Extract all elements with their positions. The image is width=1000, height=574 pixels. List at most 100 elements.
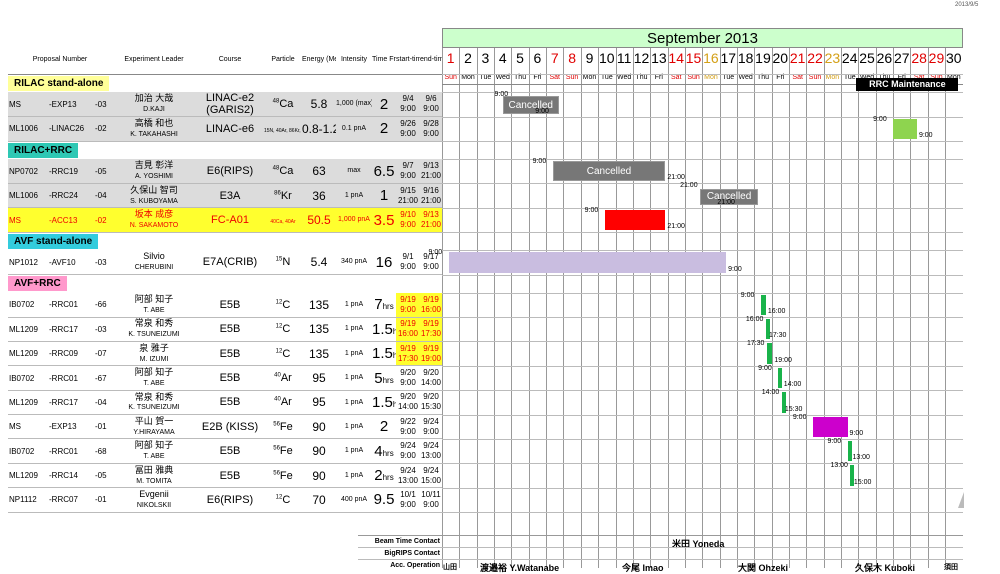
day-number: 6 [533, 50, 542, 66]
intensity: 340 pnA [336, 250, 372, 276]
end-time-label: 13:00 [852, 454, 870, 462]
time-frame: 16 [372, 250, 396, 276]
row-line [442, 116, 963, 118]
experiment-leader: 坂本 成彦 N. SAKAMOTO [112, 207, 196, 233]
acc-op-last: 須田 [944, 564, 958, 571]
time-frame: 5hrs [372, 365, 396, 391]
time-frame: 1.5hrs [372, 390, 396, 416]
energy: 95 [302, 365, 336, 391]
start-time: 9/19 17:30 [396, 341, 420, 367]
proposal-sub: -RRC17 [48, 390, 94, 416]
table-row: ML1209 -RRC17 -04 常泉 和秀 K. TSUNEIZUMI E5B 40Ar… [8, 390, 442, 416]
table-row: MS -ACC13 -02 坂本 成彦 N. SAKAMOTO FC-A01 40Ca, 4… [8, 207, 442, 233]
end-time: 9/24 13:00 [420, 438, 442, 464]
proposal-sub: -RRC07 [48, 487, 94, 513]
proposal-id: ML1209 [8, 463, 48, 489]
start-time: 10/1 9:00 [396, 487, 420, 513]
start-time: 9/19 9:00 [396, 292, 420, 318]
end-time-label: 9:00 [728, 265, 742, 273]
day-name: Tue [600, 74, 613, 81]
intensity: 0.1 pnA [336, 116, 372, 142]
table-row: NP1012 -AVF10 -03 Silvio CHERUBINI E7A(CRIB) 1… [8, 250, 442, 276]
start-time-label: 9:00 [827, 437, 842, 445]
proposal-id: IB0702 [8, 292, 48, 318]
proposal-num: -01 [94, 414, 112, 440]
day-name: Sat [670, 74, 682, 81]
proposal-id: MS [8, 207, 48, 233]
day-number: 1 [446, 50, 455, 66]
end-time: 9/24 9:00 [420, 414, 442, 440]
start-time-label: 9:00 [584, 206, 599, 214]
beam-bar [812, 416, 848, 437]
course: LINAC-e2 (GARIS2) [196, 92, 264, 118]
proposal-num: -02 [94, 116, 112, 142]
row-line [442, 414, 963, 416]
day-name: Sat [910, 74, 927, 81]
intensity: 1 pnA [336, 463, 372, 489]
acc-operation-label: Acc. Operation [390, 562, 440, 569]
day-name: Wed [495, 74, 510, 81]
proposal-id: ML1006 [8, 116, 48, 142]
hdr-energy: Energy (MeV/u) [302, 46, 336, 75]
row-line [442, 487, 963, 489]
intensity: 1,000 (max) pnA [336, 92, 372, 118]
day-column [563, 48, 580, 568]
course: E5B [196, 365, 264, 391]
table-row: IB0702 -RRC01 -68 阿部 知子 T. ABE E5B 56Fe 90 1 pnA… [8, 438, 442, 464]
proposal-id: NP1112 [8, 487, 48, 513]
time-frame: 2 [372, 116, 396, 142]
time-frame: 2hrs [372, 463, 396, 489]
hdr-timeframe: Time Frame (days) [372, 46, 396, 75]
beam-bar [766, 343, 773, 364]
energy: 90 [302, 463, 336, 489]
proposal-sub: -RRC01 [48, 438, 94, 464]
intensity: 1 pnA [336, 317, 372, 342]
row-line [442, 341, 963, 343]
intensity: max [336, 159, 372, 184]
course: E5B [196, 341, 264, 367]
proposal-sub: -RRC19 [48, 159, 94, 184]
proposal-num: -04 [94, 183, 112, 209]
start-time: 9/19 16:00 [396, 317, 420, 342]
end-time-label: 21:00 [667, 174, 685, 182]
course: E3A [196, 183, 264, 209]
row-line [442, 207, 963, 209]
day-name: Thu [876, 74, 893, 81]
beam-bar [778, 367, 783, 389]
day-column [771, 48, 789, 568]
start-time: 9/15 21:00 [396, 183, 420, 209]
proposal-num: -68 [94, 438, 112, 464]
beam-bar [765, 319, 770, 340]
acc-op-first: 山田 [443, 564, 457, 571]
day-column [667, 48, 685, 568]
particle: 12C [264, 292, 302, 318]
table-row: IB0702 -RRC01 -66 阿部 知子 T. ABE E5B 12C 135 1 pnA… [8, 292, 442, 318]
hdr-intensity: Intensity [336, 46, 372, 75]
day-number: 19 [755, 50, 771, 66]
proposal-sub: -RRC01 [48, 292, 94, 318]
time-frame: 2 [372, 92, 396, 118]
start-time-label: 14:00 [761, 389, 780, 397]
proposal-num: -05 [94, 159, 112, 184]
end-time: 9/17 9:00 [420, 250, 442, 276]
end-time-label: 9:00 [535, 107, 549, 115]
end-time: 9/19 17:30 [420, 317, 442, 342]
start-time-label: 9:00 [873, 115, 887, 123]
row-line [442, 74, 963, 75]
energy: 5.4 [302, 250, 336, 276]
start-time-label: 17:30 [746, 340, 765, 348]
table-row: NP1112 -RRC07 -01 Evgenii NIKOLSKII E6(RIPS) 1… [8, 487, 442, 513]
experiment-leader: 冨田 雅典 M. TOMITA [112, 463, 196, 489]
day-name: Thu [756, 74, 769, 81]
day-column [736, 48, 754, 568]
day-number: 25 [859, 50, 875, 66]
particle: 86Kr [264, 183, 302, 209]
end-time: 9/13 21:00 [420, 207, 442, 233]
course: FC-A01 [196, 207, 264, 233]
start-time: 9/20 14:00 [396, 390, 420, 416]
proposal-num: -03 [94, 250, 112, 276]
cancelled-label: Cancelled [502, 96, 559, 114]
intensity: 1,000 pnA [336, 207, 372, 233]
proposal-sub: -EXP13 [48, 92, 94, 118]
proposal-num: -02 [94, 207, 112, 233]
